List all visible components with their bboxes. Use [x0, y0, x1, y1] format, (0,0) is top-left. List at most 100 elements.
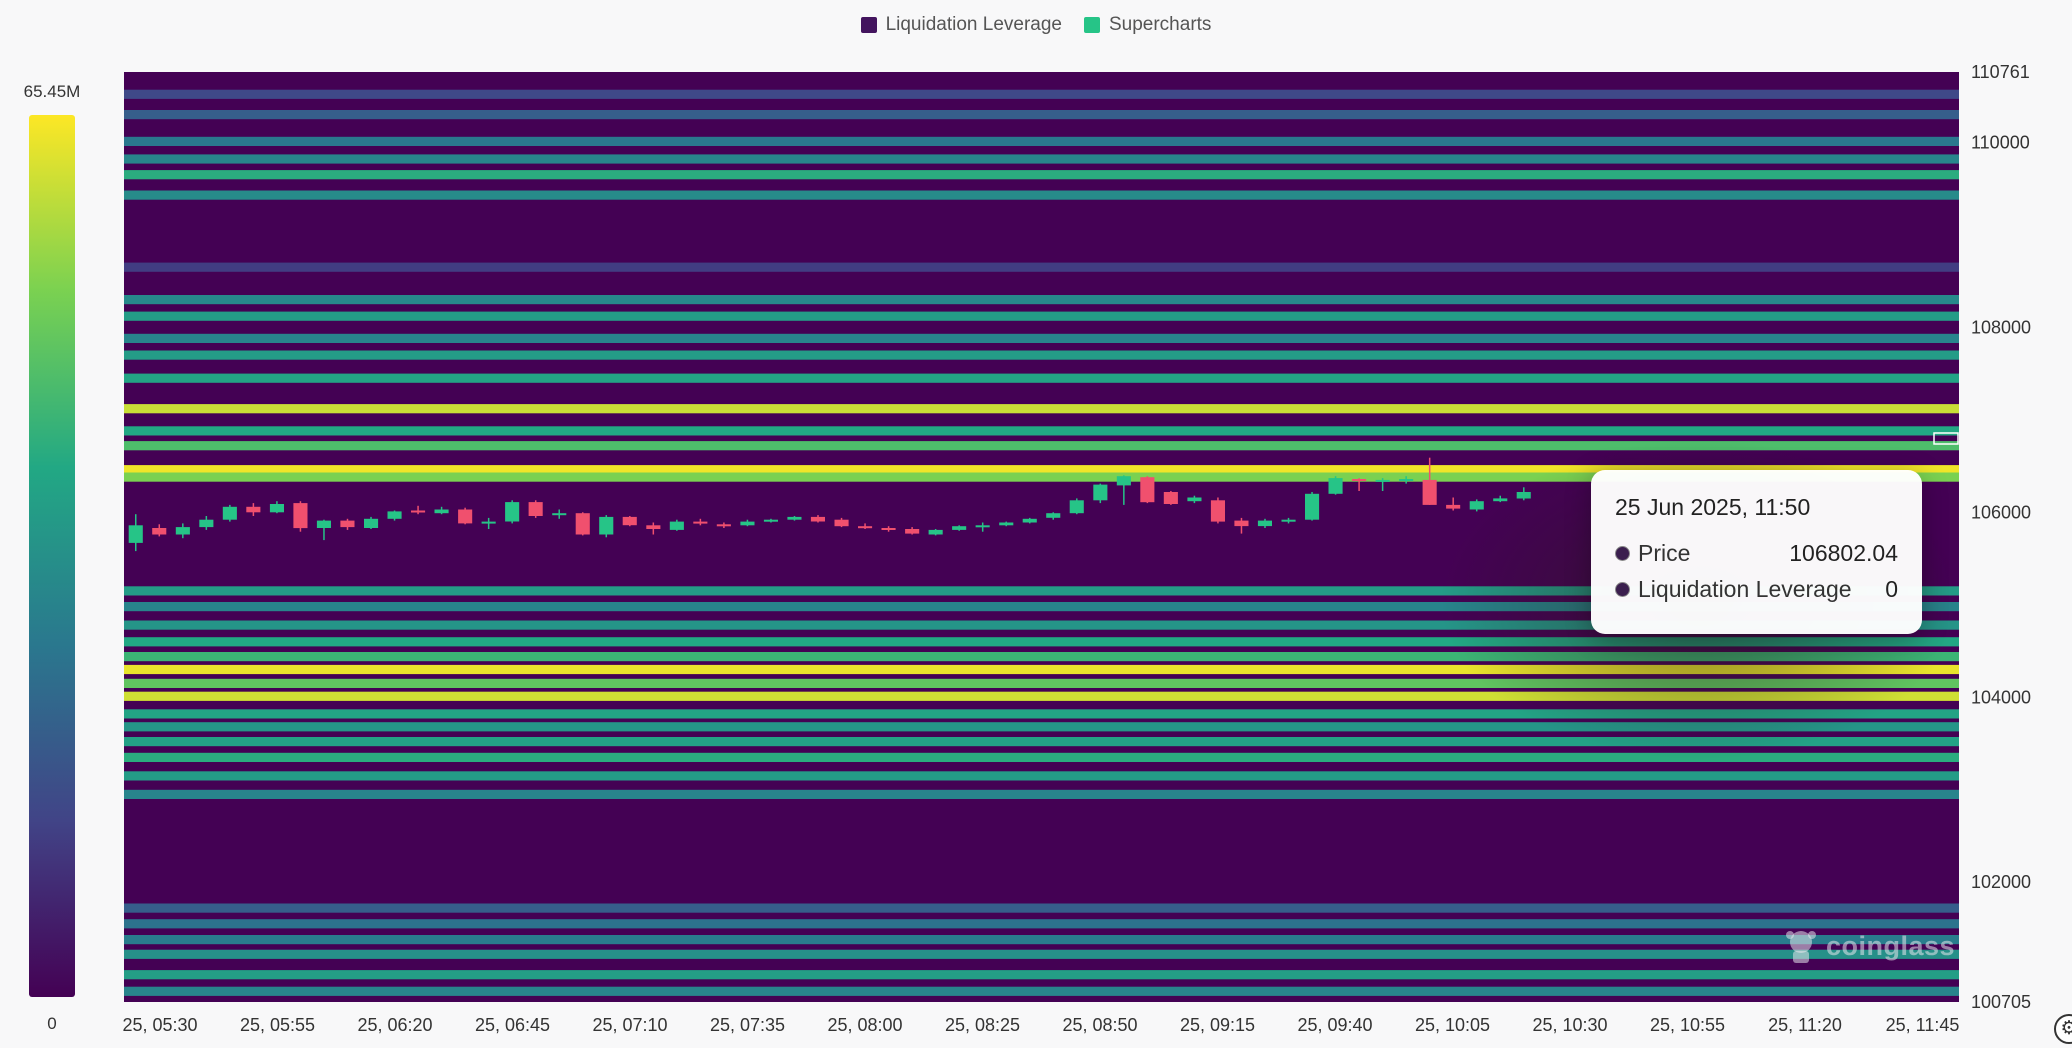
candle — [269, 501, 284, 514]
candle-body — [1305, 493, 1320, 520]
tooltip-dot — [1615, 581, 1630, 597]
tooltip-dot — [1615, 545, 1630, 561]
heatmap-band — [124, 136, 1959, 146]
tooltip-price-value: 106802.04 — [1789, 539, 1898, 566]
heatmap-band — [124, 311, 1959, 321]
heatmap-band — [124, 709, 1959, 719]
candle-body — [622, 516, 637, 526]
candle-body — [1140, 477, 1155, 503]
candle-body — [1093, 484, 1108, 501]
candle-body — [1422, 479, 1437, 505]
candle — [1399, 476, 1414, 484]
heatmap-band — [124, 602, 1959, 612]
y-tick-label: 110761 — [1971, 62, 2030, 82]
candle — [199, 516, 214, 530]
tooltip-row-price: Price 106802.04 — [1615, 540, 1898, 566]
candle — [222, 504, 237, 522]
candle — [1210, 497, 1225, 524]
candle — [1446, 497, 1461, 511]
candle-body — [999, 522, 1014, 526]
x-tick-label: 25, 10:30 — [1532, 1015, 1607, 1035]
candle-body — [222, 506, 237, 520]
candle-body — [740, 521, 755, 526]
x-tick-label: 25, 06:45 — [475, 1015, 550, 1035]
candle — [881, 526, 896, 532]
candle — [669, 519, 684, 531]
heatmap-band — [124, 691, 1959, 701]
candle — [740, 519, 755, 527]
candle — [622, 516, 637, 527]
legend-swatch-supercharts — [1083, 17, 1100, 33]
candle — [1093, 483, 1108, 504]
candle-body — [1375, 479, 1390, 482]
candle — [387, 510, 402, 521]
y-tick-label: 106000 — [1971, 502, 2031, 522]
candle-body — [387, 511, 402, 519]
candle — [364, 516, 379, 529]
candle — [1140, 476, 1155, 504]
heatmap-band — [124, 935, 1959, 945]
heatmap-band — [124, 465, 1959, 475]
heatmap-band — [124, 752, 1959, 762]
candle-body — [1022, 518, 1037, 523]
heatmap-band — [124, 652, 1959, 662]
legend-label: Supercharts — [1108, 14, 1212, 35]
legend-item-supercharts[interactable]: Supercharts — [1083, 14, 1212, 36]
candle-body — [1352, 479, 1367, 481]
candle — [599, 515, 614, 538]
candle — [1257, 518, 1272, 528]
candle — [1022, 517, 1037, 524]
candle-body — [787, 516, 802, 520]
candle — [1046, 512, 1061, 520]
chart-legend: Liquidation Leverage Supercharts — [0, 14, 2072, 36]
heatmap-band — [124, 426, 1959, 436]
candle — [952, 525, 967, 531]
heatmap-band — [124, 333, 1959, 343]
candle-body — [716, 524, 731, 527]
candle-body — [199, 519, 214, 528]
candle-body — [763, 519, 778, 522]
y-tick-label: 108000 — [1971, 317, 2031, 337]
legend-item-liquidation-leverage[interactable]: Liquidation Leverage — [860, 14, 1062, 36]
candle-body — [293, 503, 308, 529]
candle-body — [552, 513, 567, 516]
candle-body — [1399, 479, 1414, 481]
x-tick-label: 25, 10:05 — [1415, 1015, 1490, 1035]
heatmap-band — [124, 903, 1959, 913]
candle-body — [152, 528, 167, 535]
colorbar-max-label: 65.45M — [24, 82, 81, 101]
candle-body — [364, 518, 379, 528]
candle — [434, 506, 449, 515]
candle — [763, 518, 778, 523]
x-tick-label: 25, 09:15 — [1180, 1015, 1255, 1035]
candle-body — [881, 528, 896, 530]
x-tick-label: 25, 08:25 — [945, 1015, 1020, 1035]
colorbar-min-label: 0 — [47, 1014, 56, 1033]
legend-label: Liquidation Leverage — [885, 14, 1062, 35]
candle — [1328, 476, 1343, 495]
candle-body — [599, 516, 614, 535]
candle-body — [575, 513, 590, 535]
candle-body — [858, 526, 873, 529]
candle — [928, 529, 943, 536]
candle — [458, 507, 473, 525]
candle-body — [905, 529, 920, 534]
x-tick-label: 25, 11:45 — [1886, 1015, 1960, 1035]
candle — [858, 523, 873, 529]
heatmap-band — [124, 678, 1959, 688]
candle — [999, 521, 1014, 527]
candle-body — [175, 527, 190, 535]
candle — [505, 500, 520, 524]
heatmap-band — [124, 262, 1959, 272]
candle — [1352, 478, 1367, 491]
candle — [481, 517, 496, 529]
heatmap-band — [124, 154, 1959, 164]
candle-body — [481, 521, 496, 524]
heatmap-band — [124, 722, 1959, 732]
heatmap-band — [124, 771, 1959, 781]
x-tick-label: 25, 07:35 — [710, 1015, 785, 1035]
candle-body — [1116, 476, 1131, 486]
gear-icon[interactable]: ⚙ — [2054, 1014, 2072, 1044]
candle-body — [952, 526, 967, 530]
candle — [905, 527, 920, 535]
